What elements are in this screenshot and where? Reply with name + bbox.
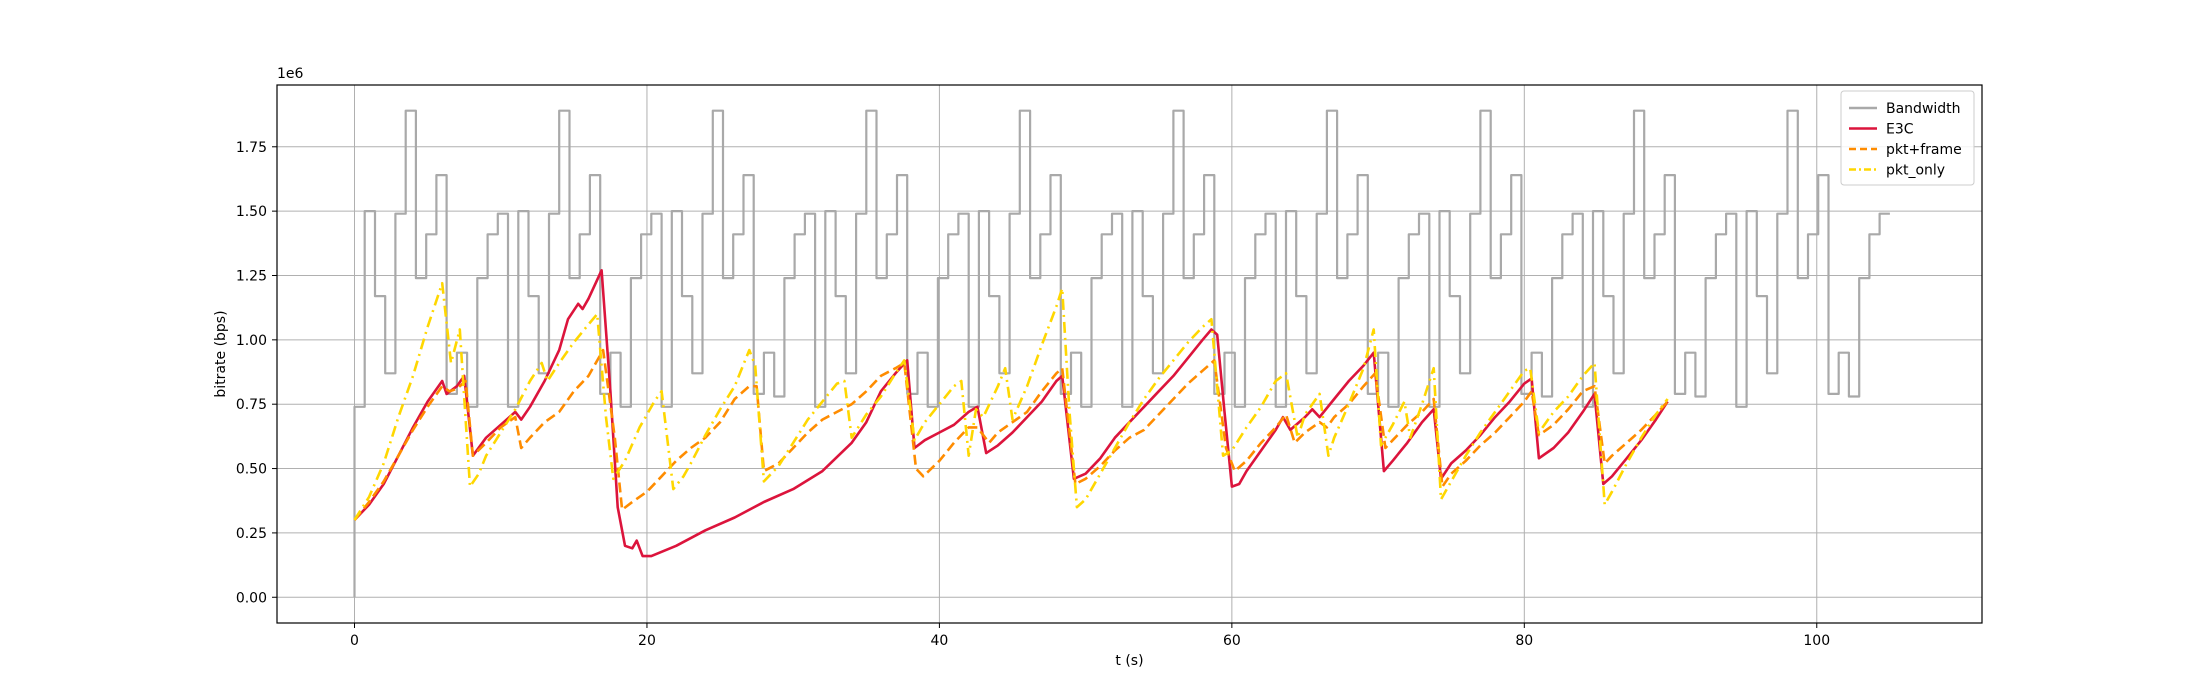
legend-label: E3C [1886, 122, 1914, 138]
series-line-bandwidth [353, 109, 1890, 598]
y-tick-label: 1.50 [236, 204, 267, 220]
y-tick-label: 0.50 [236, 462, 267, 478]
x-tick-label: 100 [1803, 633, 1830, 649]
legend-box [1840, 90, 1975, 186]
y-axis-label: bitrate (bps) [213, 310, 229, 397]
y-tick-label: 1.25 [236, 268, 267, 284]
legend-label: Bandwidth [1886, 101, 1961, 117]
x-tick-label: 60 [1223, 633, 1241, 649]
y-tick-label: 1.00 [236, 333, 267, 349]
legend-label: pkt+frame [1886, 142, 1962, 158]
grid [277, 85, 1982, 623]
y-tick-label: 1.75 [236, 140, 267, 156]
plot-lines [353, 109, 1890, 598]
x-tick-label: 80 [1515, 633, 1533, 649]
y-tick-label: 0.00 [236, 590, 267, 606]
plot-frame [276, 84, 1983, 624]
x-tick-label: 40 [930, 633, 948, 649]
y-offset-label: 1e6 [277, 66, 304, 82]
x-axis-label: t (s) [1115, 653, 1143, 669]
y-axis: 0.00 0.25 0.50 0.75 1.00 1.25 1.50 1.75 [236, 140, 277, 606]
series-line-e3c [353, 268, 1669, 558]
y-tick-label: 0.25 [236, 526, 267, 542]
x-tick-label: 0 [350, 633, 359, 649]
series-line-pkt-frame [353, 348, 1669, 521]
x-axis: 0 20 40 60 80 100 [350, 623, 1830, 649]
series-line-pkt-only [353, 281, 1669, 521]
x-tick-label: 20 [638, 633, 656, 649]
y-tick-label: 0.75 [236, 397, 267, 413]
legend: Bandwidth E3C pkt+frame pkt_only [1840, 90, 1975, 186]
legend-label: pkt_only [1886, 163, 1945, 179]
